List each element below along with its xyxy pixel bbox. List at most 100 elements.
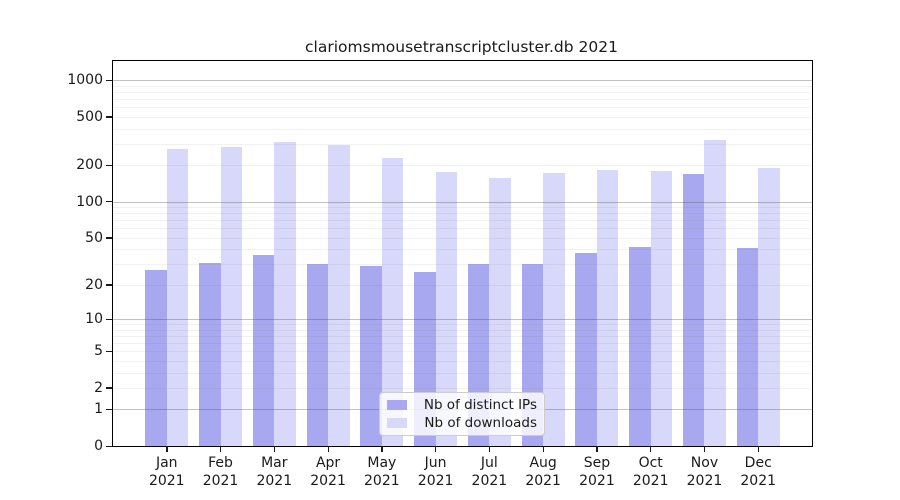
gridline-minor	[113, 324, 812, 326]
x-tick-label-may: May 2021	[364, 455, 400, 489]
bar-downloads-mar	[274, 142, 296, 446]
gridline-minor	[113, 213, 812, 215]
x-tick-label-oct: Oct 2021	[632, 455, 669, 489]
gridline-minor	[113, 116, 812, 118]
legend-swatch-downloads	[387, 418, 407, 429]
bar-distinct-ips-sep	[575, 253, 597, 446]
legend-swatch-distinct-ips	[387, 399, 407, 410]
bar-distinct-ips-nov	[682, 173, 705, 446]
bar-distinct-ips-may	[360, 265, 382, 446]
bar-downloads-sep	[596, 169, 619, 446]
gridline-minor	[113, 387, 812, 389]
gridline-minor	[113, 220, 812, 222]
gridline-minor	[113, 85, 812, 87]
gridline-minor	[113, 329, 812, 331]
x-tick-label-jul: Jul 2021	[471, 455, 508, 489]
legend: Nb of distinct IPs Nb of downloads	[379, 392, 545, 436]
y-tick-mark	[106, 408, 112, 411]
x-tick-mark	[273, 446, 276, 452]
x-tick-mark	[650, 446, 652, 452]
y-tick-mark	[106, 201, 112, 203]
bar-downloads-apr	[328, 144, 350, 446]
gridline-major	[113, 80, 812, 82]
chart-title: clariomsmousetranscriptcluster.db 2021	[305, 38, 618, 56]
bar-downloads-jun	[435, 171, 458, 446]
x-tick-label-mar: Mar 2021	[256, 455, 293, 489]
x-tick-label-apr: Apr 2021	[310, 455, 346, 489]
gridline-minor	[113, 143, 812, 145]
bar-downloads-jan	[166, 149, 189, 446]
gridline-minor	[113, 360, 812, 362]
gridline-minor	[113, 372, 812, 374]
x-tick-label-aug: Aug 2021	[525, 455, 561, 489]
gridline-minor	[113, 165, 812, 167]
x-tick-label-nov: Nov 2021	[686, 455, 723, 489]
gridline-minor	[113, 284, 812, 286]
bar-downloads-feb	[220, 146, 243, 446]
bar-distinct-ips-jan	[145, 269, 167, 446]
x-tick-mark	[435, 446, 437, 452]
gridline-minor	[113, 249, 812, 251]
x-tick-label-jun: Jun 2021	[417, 455, 454, 489]
bar-distinct-ips-oct	[629, 246, 651, 446]
y-tick-mark	[106, 350, 112, 352]
bar-downloads-jul	[489, 177, 511, 446]
y-tick-label: 1000	[67, 72, 103, 89]
gridline-minor	[113, 264, 812, 266]
legend-item-distinct-ips: Nb of distinct IPs	[387, 396, 537, 413]
gridline-major	[113, 201, 812, 203]
gridline-minor	[113, 207, 812, 209]
y-tick-mark	[106, 318, 112, 320]
y-tick-mark	[106, 387, 112, 389]
gridline-minor	[113, 237, 812, 239]
plot-area: 0 1 2 5 10 20 50 100 200 500 1000 Jan 2021 Feb 2021 M…	[67, 60, 813, 489]
gridline-major	[113, 319, 812, 321]
bar-downloads-oct	[650, 170, 673, 446]
legend-label-downloads: Nb of downloads	[424, 415, 537, 432]
x-tick-mark	[757, 446, 760, 452]
legend-item-downloads: Nb of downloads	[387, 415, 537, 432]
y-tick-label: 10	[85, 311, 103, 328]
x-tick-mark	[166, 446, 168, 452]
legend-label-distinct-ips: Nb of distinct IPs	[423, 396, 537, 413]
x-tick-mark	[542, 446, 544, 452]
bar-distinct-ips-dec	[736, 248, 759, 446]
x-tick-mark	[327, 446, 329, 452]
y-tick-mark	[106, 284, 112, 286]
y-tick-mark	[106, 164, 112, 167]
x-tick-mark	[488, 446, 491, 452]
bar-downloads-may	[381, 157, 404, 446]
y-tick-label: 5	[94, 343, 103, 360]
bar-downloads-nov	[704, 140, 726, 446]
x-tick-label-dec: Dec 2021	[740, 455, 777, 489]
bar-distinct-ips-mar	[252, 254, 275, 446]
bar-distinct-ips-apr	[306, 264, 329, 446]
gridline-minor	[113, 107, 812, 109]
gridline-minor	[113, 92, 812, 94]
gridline-minor	[113, 228, 812, 230]
y-tick-label: 500	[76, 108, 103, 125]
y-tick-mark	[106, 445, 112, 447]
bar-downloads-aug	[543, 173, 565, 446]
x-tick-mark	[381, 446, 383, 452]
x-tick-mark	[596, 446, 598, 452]
y-tick-mark	[106, 237, 112, 239]
gridline-minor	[113, 351, 812, 353]
gridline-minor	[113, 99, 812, 101]
y-tick-label: 100	[76, 193, 103, 210]
y-tick-label: 0	[94, 438, 103, 454]
y-tick-label: 20	[85, 276, 103, 293]
y-tick-mark	[106, 116, 112, 118]
gridline-minor	[113, 335, 812, 337]
gridline-minor	[113, 128, 812, 130]
x-tick-label-jan: Jan 2021	[148, 455, 185, 489]
x-tick-label-sep: Sep 2021	[579, 455, 615, 489]
y-tick-label: 200	[76, 157, 103, 174]
x-tick-mark	[220, 446, 222, 452]
bar-downloads-dec	[758, 167, 780, 446]
x-tick-label-feb: Feb 2021	[202, 455, 239, 489]
y-tick-label: 2	[94, 379, 103, 396]
y-tick-label: 1	[94, 401, 103, 418]
y-tick-label: 50	[85, 229, 103, 246]
